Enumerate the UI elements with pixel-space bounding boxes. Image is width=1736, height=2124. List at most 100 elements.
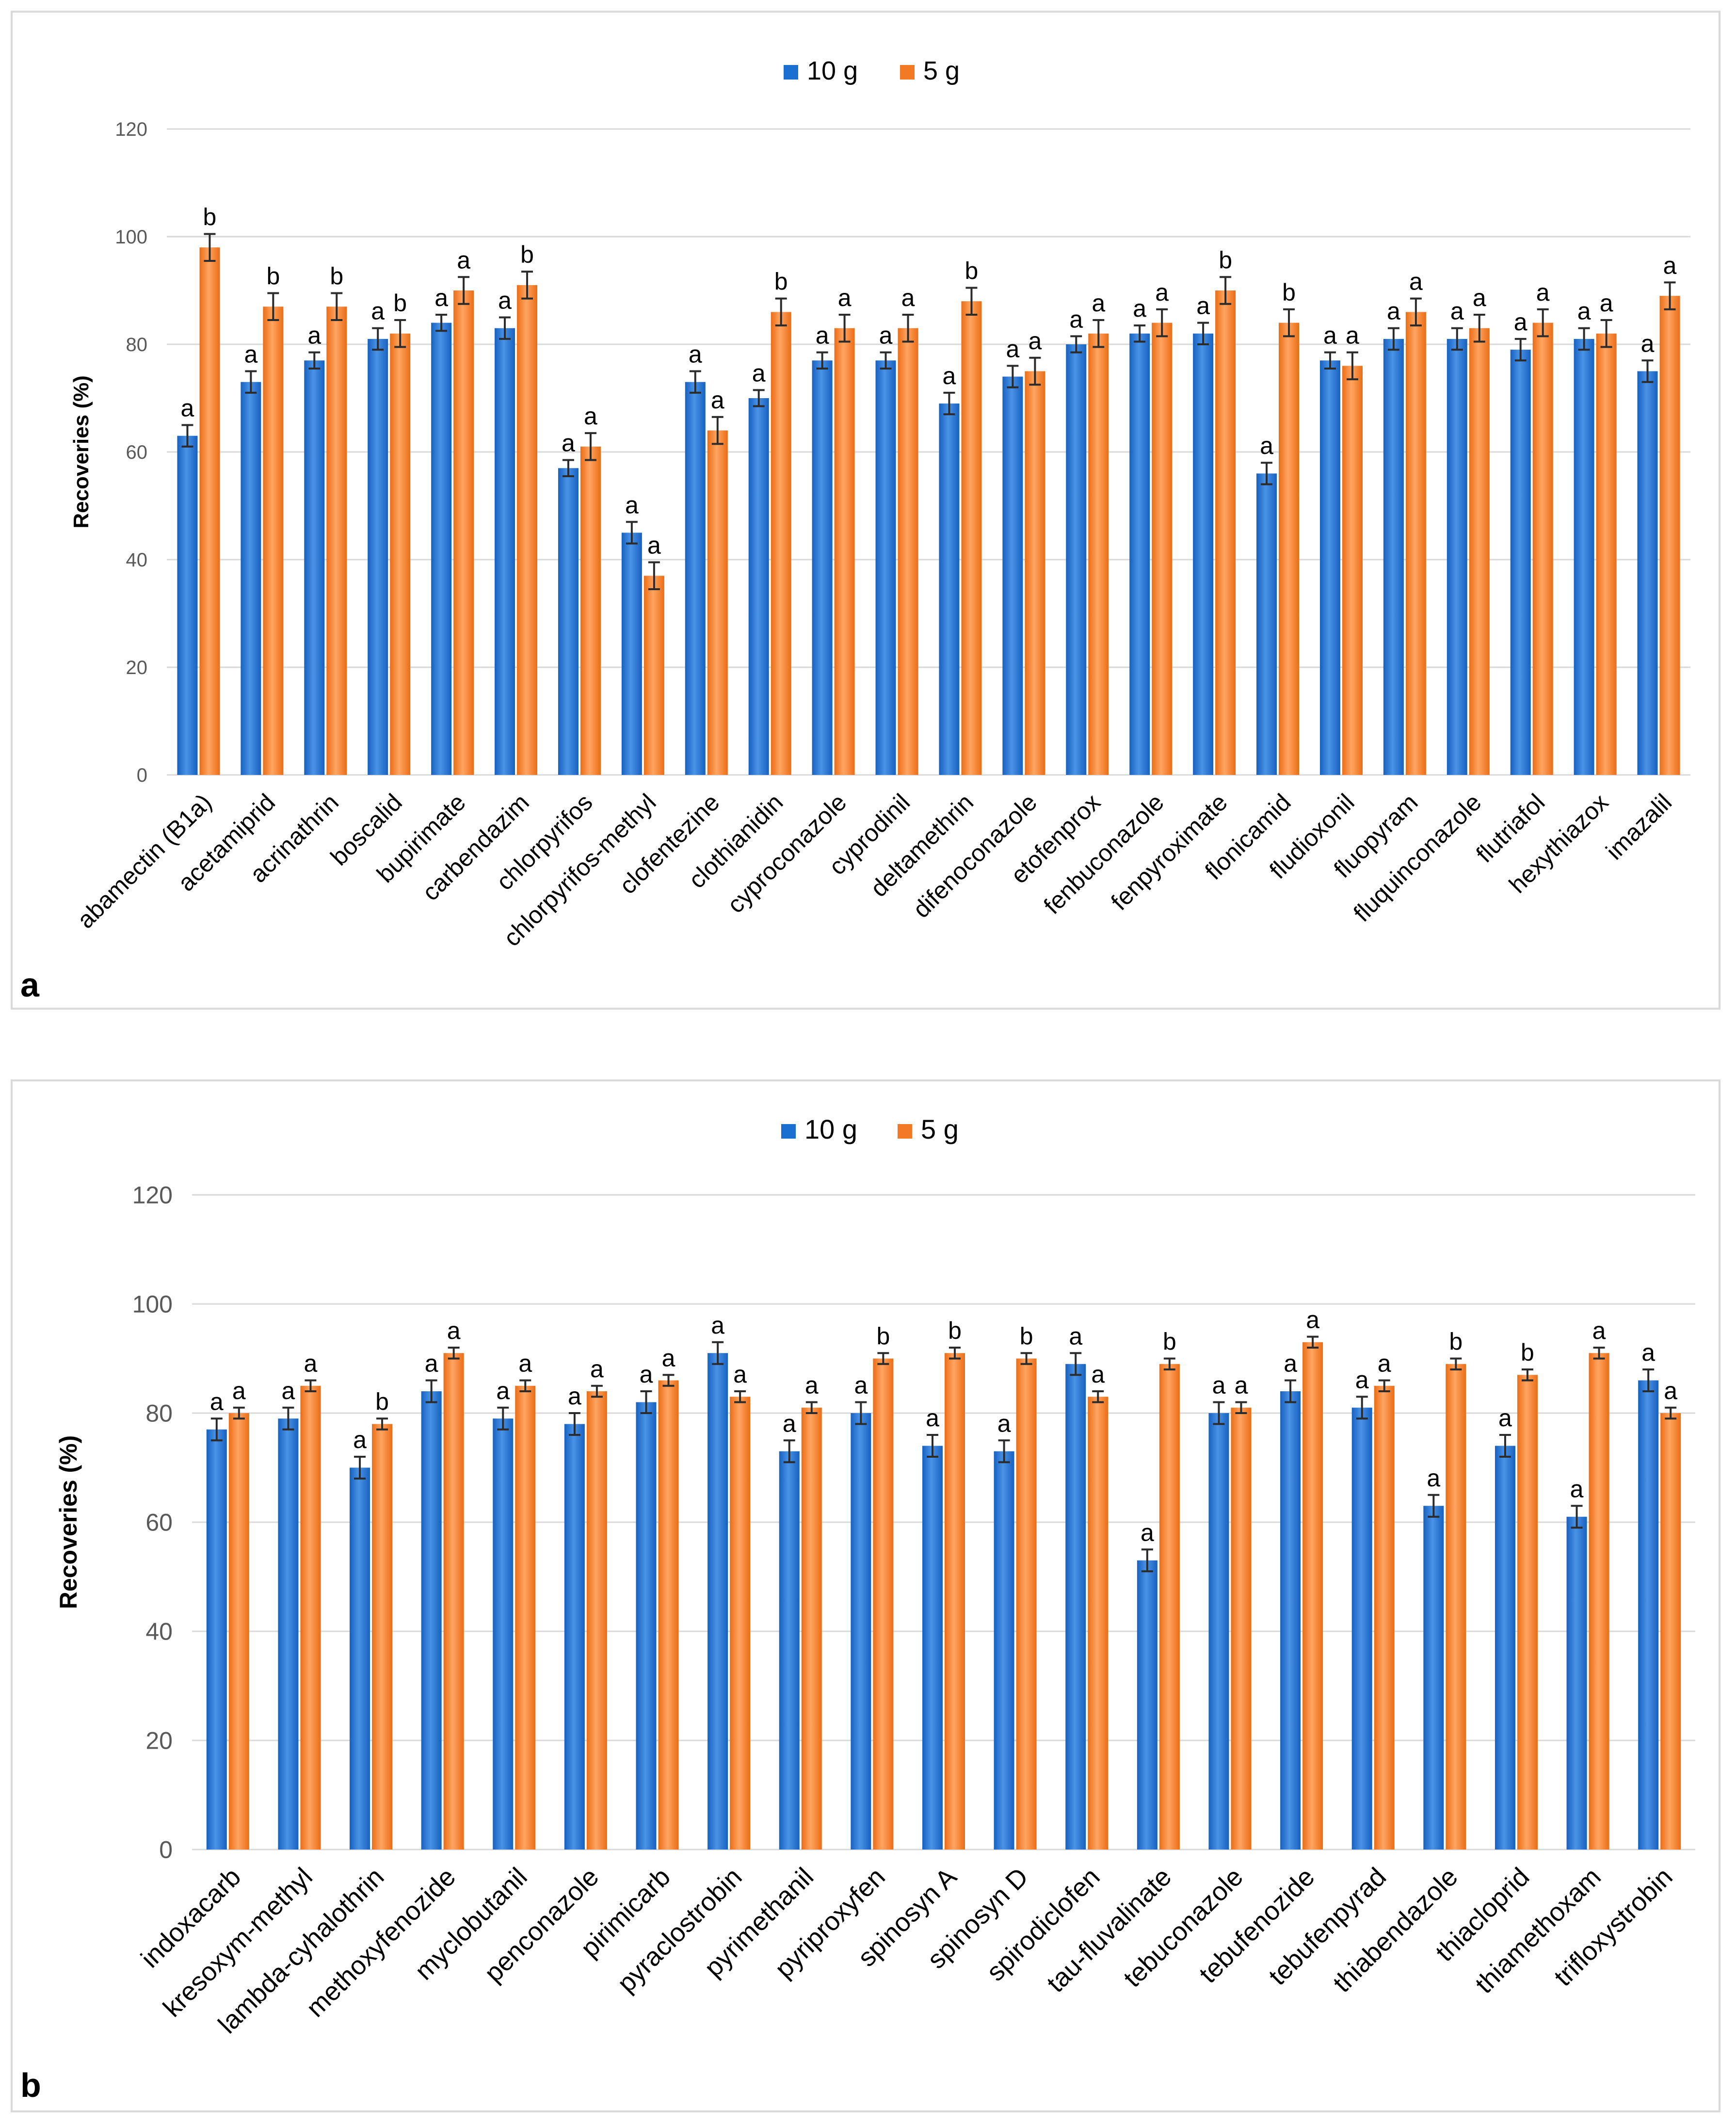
bar-5g [873, 1358, 894, 1850]
bar-5g [443, 1353, 464, 1850]
significance-letter: a [647, 532, 661, 559]
bar-5g [586, 1391, 607, 1850]
significance-letter: a [1592, 1317, 1606, 1344]
bar-5g [801, 1407, 822, 1850]
bar-5g [1152, 322, 1173, 775]
y-tick-label: 40 [145, 1618, 173, 1645]
significance-letter: a [447, 1317, 461, 1344]
significance-letter: b [876, 1322, 890, 1350]
significance-letter: a [1450, 298, 1464, 325]
bar-10g [1280, 1391, 1301, 1850]
bar-5g [263, 306, 284, 775]
bar-10g [1066, 344, 1087, 775]
bar-10g [1137, 1560, 1157, 1850]
bar-10g [350, 1467, 370, 1850]
significance-letter: b [965, 257, 979, 284]
y-tick-label: 120 [132, 1182, 173, 1209]
significance-letter: a [457, 246, 470, 274]
significance-letter: a [640, 1361, 653, 1388]
bar-10g [685, 382, 706, 775]
bar-10g [431, 322, 452, 775]
significance-letter: a [816, 322, 829, 349]
significance-letter: a [1514, 308, 1527, 336]
significance-letter: a [1284, 1350, 1297, 1377]
bar-10g [206, 1429, 227, 1850]
significance-letter: b [1020, 1322, 1033, 1350]
bar-10g [1637, 371, 1658, 775]
y-tick-label: 20 [145, 1727, 173, 1754]
legend-swatch-10g [781, 1124, 796, 1139]
significance-letter: a [838, 284, 852, 311]
y-tick-label: 80 [145, 1400, 173, 1427]
y-tick-label: 100 [115, 226, 147, 248]
legend-swatch-10g [784, 65, 798, 80]
y-tick-label: 120 [115, 119, 147, 140]
y-tick-label: 60 [145, 1509, 173, 1536]
significance-letter: a [1196, 292, 1210, 320]
bar-5g [300, 1385, 321, 1850]
significance-letter: b [1521, 1339, 1534, 1366]
significance-letter: a [518, 1350, 532, 1377]
y-axis-label: Recoveries (%) [55, 1435, 82, 1609]
legend-label-5g: 5 g [923, 56, 960, 85]
significance-letter: a [901, 284, 915, 311]
significance-letter: a [711, 1312, 724, 1339]
bar-5g [580, 446, 601, 775]
significance-letter: b [520, 241, 534, 268]
bar-5g [199, 247, 220, 775]
bar-10g [748, 398, 769, 775]
significance-letter: a [1028, 327, 1042, 354]
significance-letter: a [805, 1372, 819, 1399]
significance-letter: a [1212, 1372, 1226, 1399]
bar-5g [898, 328, 918, 775]
bar-10g [1351, 1407, 1372, 1850]
significance-letter: a [879, 322, 893, 349]
bar-10g [368, 338, 388, 775]
bar-5g [1469, 328, 1490, 775]
significance-letter: a [1663, 252, 1677, 279]
significance-letter: a [1235, 1372, 1248, 1399]
significance-letter: a [353, 1426, 367, 1453]
bar-5g [1231, 1407, 1252, 1850]
bar-5g [834, 328, 855, 775]
significance-letter: a [733, 1361, 747, 1388]
bar-5g [1088, 1397, 1109, 1850]
bar-10g [779, 1451, 800, 1850]
bar-5g [326, 306, 347, 775]
significance-letter: a [1664, 1377, 1677, 1404]
bar-10g [493, 1418, 514, 1850]
significance-letter: b [203, 203, 217, 230]
bar-5g [1279, 322, 1300, 775]
bar-10g [1319, 360, 1340, 775]
significance-letter: a [1141, 1519, 1154, 1546]
significance-letter: a [783, 1410, 796, 1437]
bar-5g [771, 312, 791, 775]
significance-letter: a [282, 1377, 295, 1404]
y-tick-label: 80 [126, 334, 148, 355]
significance-letter: a [232, 1377, 246, 1404]
bar-5g [1016, 1358, 1037, 1850]
bar-10g [278, 1418, 299, 1850]
bar-10g [564, 1424, 585, 1850]
bar-5g [390, 333, 411, 775]
bar-10g [1423, 1506, 1444, 1850]
bar-10g [1129, 333, 1150, 775]
significance-letter: a [181, 395, 194, 422]
significance-letter: a [943, 362, 956, 389]
bar-10g [495, 328, 515, 775]
significance-letter: a [711, 386, 724, 414]
significance-letter: a [1133, 295, 1146, 322]
significance-letter: a [584, 402, 597, 430]
significance-letter: a [997, 1410, 1011, 1437]
bar-10g [1065, 1364, 1086, 1850]
significance-letter: b [375, 1388, 389, 1415]
significance-letter: a [307, 322, 321, 349]
significance-letter: a [1346, 322, 1359, 349]
bar-10g [636, 1402, 657, 1850]
bar-10g [241, 382, 261, 775]
y-tick-label: 40 [126, 549, 148, 571]
bar-10g [1208, 1413, 1229, 1850]
bar-5g [1302, 1342, 1323, 1850]
